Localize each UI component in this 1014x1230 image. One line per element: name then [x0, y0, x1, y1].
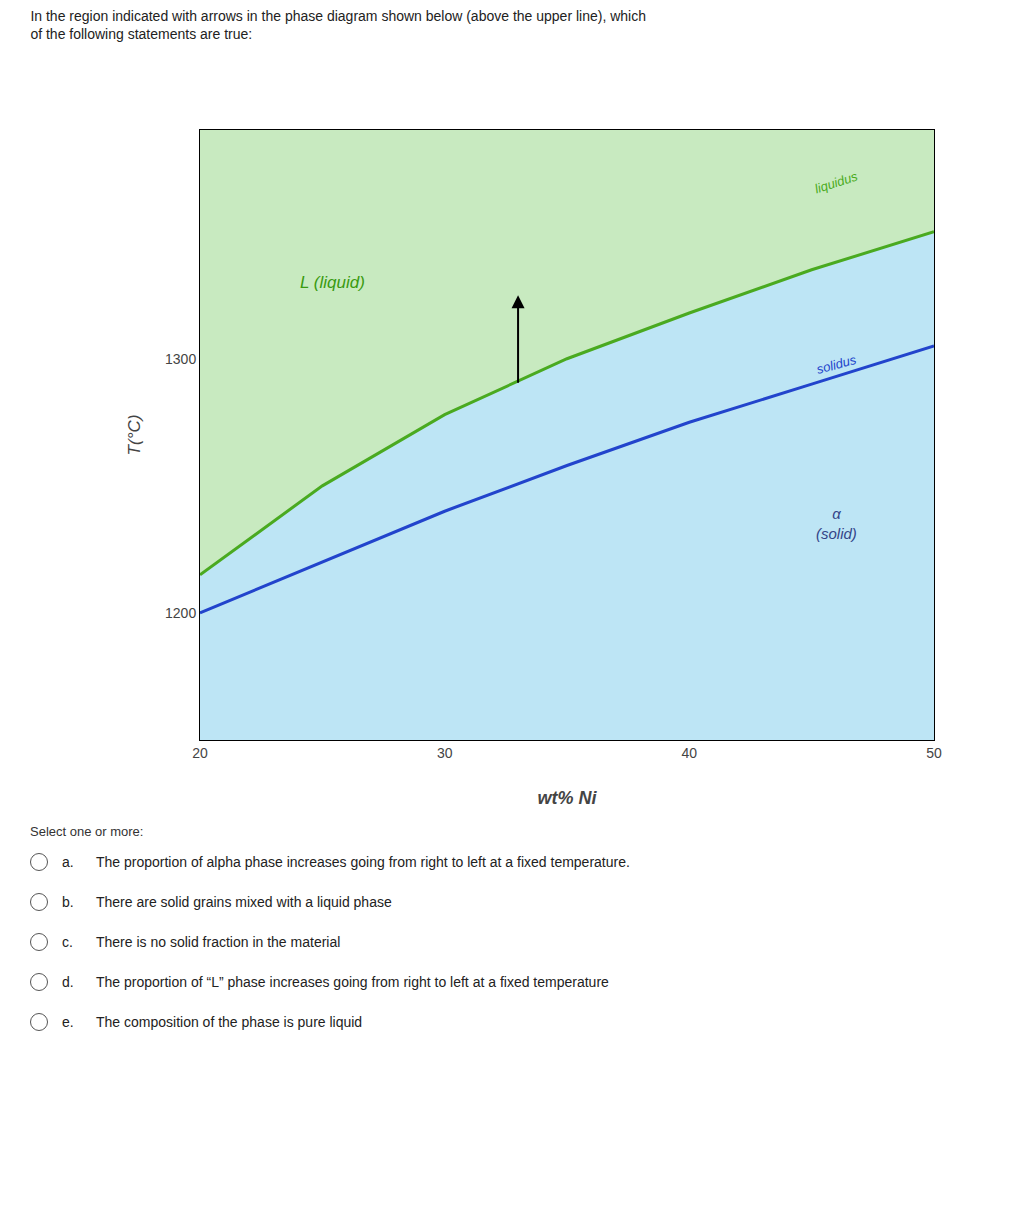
html-text:b.: b.	[62, 894, 74, 910]
html-text:c.: c.	[62, 934, 73, 950]
svg-text:1300: 1300	[165, 351, 196, 367]
html-text:The proportion of alpha phase: The proportion of alpha phase increases …	[96, 854, 630, 870]
svg-text:50: 50	[926, 745, 942, 761]
svg-text:T(°C): T(°C)	[125, 415, 144, 456]
html-text:There is no solid fraction in: There is no solid fraction in the materi…	[96, 934, 341, 950]
html-text:The proportion of “L” phase in: The proportion of “L” phase increases go…	[96, 974, 609, 990]
svg-text:20: 20	[192, 745, 208, 761]
svg-text:liquidus: liquidus	[813, 168, 860, 196]
svg-text:solidus: solidus	[815, 352, 858, 377]
svg-text:α(solid): α(solid)	[816, 505, 857, 542]
svg-text:30: 30	[437, 745, 453, 761]
html-text:e.: e.	[62, 1014, 74, 1030]
html-text:The composition of the phase i: The composition of the phase is pure liq…	[96, 1014, 363, 1030]
svg-text:In the region indicated with a: In the region indicated with arrows in t…	[30, 8, 646, 42]
html-text:There are solid grains mixed w: There are solid grains mixed with a liqu…	[96, 894, 392, 910]
svg-text:1200: 1200	[165, 605, 196, 621]
html-text:d.: d.	[62, 974, 74, 990]
svg-text:wt% Ni: wt% Ni	[537, 788, 597, 808]
html-text:a.: a.	[62, 854, 74, 870]
html-text:Select one or more:: Select one or more:	[30, 824, 144, 839]
svg-text:40: 40	[682, 745, 698, 761]
svg-text:L (liquid): L (liquid)	[300, 273, 365, 292]
